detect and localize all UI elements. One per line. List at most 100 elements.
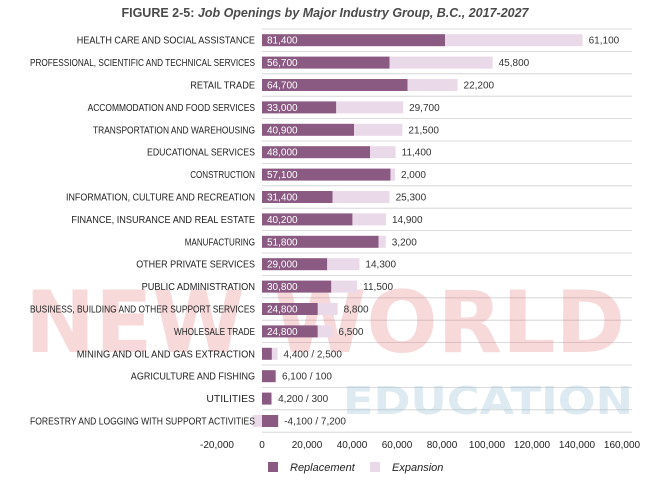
expansion-bar xyxy=(271,392,273,405)
expansion-value-label: 11,500 xyxy=(363,282,393,293)
replacement-bar xyxy=(262,146,370,159)
x-axis-ticks: -20,000 0 20,000 40,000 60,000 80,000 100,000 1… xyxy=(200,440,640,451)
expansion-bar xyxy=(352,213,386,226)
x-tick-label: 0 xyxy=(259,440,265,451)
replacement-bar xyxy=(262,347,272,360)
replacement-bar xyxy=(262,101,337,114)
category-label: FINANCE, INSURANCE AND REAL ESTATE xyxy=(71,215,255,226)
x-tick-label: 140,000 xyxy=(559,440,596,451)
expansion-value-label: 29,700 xyxy=(409,103,440,114)
expansion-value-label: 2,000 xyxy=(401,170,426,181)
expansion-value-label: 61,100 xyxy=(589,36,620,47)
expansion-bar xyxy=(407,79,458,91)
expansion-value-label: 25,300 xyxy=(396,193,427,204)
replacement-value-label: 30,800 xyxy=(267,282,298,293)
expansion-bar xyxy=(317,303,338,315)
expansion-value-label: 21,500 xyxy=(408,125,439,136)
category-label: ACCOMMODATION AND FOOD SERVICES xyxy=(88,103,256,114)
x-tick-label: 160,000 xyxy=(604,440,641,451)
category-label: PROFESSIONAL, SCIENTIFIC AND TECHNICAL S… xyxy=(30,58,255,69)
replacement-bar xyxy=(262,79,408,91)
expansion-value-label: 14,300 xyxy=(365,260,396,271)
expansion-bar xyxy=(445,34,583,47)
expansion-bar xyxy=(370,146,396,159)
replacement-bar xyxy=(262,325,318,338)
expansion-bar xyxy=(354,123,403,136)
category-label: MINING AND OIL AND GAS EXTRACTION xyxy=(77,349,255,360)
x-tick-label: 100,000 xyxy=(469,440,506,451)
category-labels: HEALTH CARE AND SOCIAL ASSISTANCE PROFESS… xyxy=(30,36,255,428)
chart-title-prefix: FIGURE 2-5: xyxy=(121,6,198,20)
x-tick-label: -20,000 xyxy=(200,440,234,451)
category-label: CONSTRUCTION xyxy=(190,170,255,181)
replacement-bar xyxy=(262,56,390,69)
expansion-value-label: 14,900 xyxy=(392,215,423,226)
x-tick-label: 40,000 xyxy=(337,440,368,451)
category-label: FORESTRY AND LOGGING WITH SUPPORT ACTIVI… xyxy=(30,417,255,428)
legend-swatch-expansion xyxy=(370,462,380,472)
bars xyxy=(252,34,583,427)
category-label: MANUFACTURING xyxy=(185,237,255,248)
replacement-bar xyxy=(262,213,353,226)
replacement-value-label: 24,800 xyxy=(267,327,298,338)
category-label: UTILITIES xyxy=(206,394,255,405)
expansion-value-label: 45,800 xyxy=(499,58,530,69)
expansion-value-label: 4,400 / 2,500 xyxy=(284,349,343,360)
replacement-value-label: 31,400 xyxy=(267,193,298,204)
expansion-value-label: -4,100 / 7,200 xyxy=(284,417,346,428)
replacement-value-label: 51,800 xyxy=(267,237,298,248)
legend: Replacement Expansion xyxy=(268,462,443,474)
category-label: INFORMATION, CULTURE AND RECREATION xyxy=(66,193,255,204)
expansion-bar xyxy=(332,191,390,203)
replacement-bar xyxy=(262,168,391,181)
replacement-bar xyxy=(262,415,279,427)
replacement-bar xyxy=(262,392,272,405)
expansion-value-label: 6,500 xyxy=(338,327,363,338)
replacement-value-label: 24,800 xyxy=(267,305,298,316)
category-label: HEALTH CARE AND SOCIAL ASSISTANCE xyxy=(77,36,255,47)
legend-label-expansion: Expansion xyxy=(392,462,443,474)
replacement-bar xyxy=(262,258,328,271)
replacement-value-label: 48,000 xyxy=(267,148,298,159)
replacement-bar xyxy=(262,235,379,248)
expansion-bar xyxy=(275,370,277,383)
expansion-value-label: 8,800 xyxy=(344,305,369,316)
category-label: TRANSPORTATION AND WAREHOUSING xyxy=(93,125,255,136)
expansion-bar xyxy=(271,347,278,360)
legend-label-replacement: Replacement xyxy=(290,462,356,474)
category-label: WHOLESALE TRADE xyxy=(174,327,255,338)
value-labels: 81,400 61,100 56,700 45,800 64,700 22,200 33,0… xyxy=(267,36,620,428)
x-tick-label: 80,000 xyxy=(427,440,458,451)
replacement-bar xyxy=(262,123,355,136)
x-tick-label: 120,000 xyxy=(514,440,551,451)
replacement-bar xyxy=(262,303,318,315)
x-tick-label: 20,000 xyxy=(292,440,323,451)
replacement-bar xyxy=(262,34,446,47)
expansion-bar xyxy=(327,258,360,271)
category-label: OTHER PRIVATE SERVICES xyxy=(136,260,255,271)
category-label: BUSINESS, BUILDING AND OTHER SUPPORT SER… xyxy=(30,305,255,316)
replacement-bar xyxy=(262,191,333,203)
expansion-bar xyxy=(252,415,262,427)
replacement-value-label: 40,200 xyxy=(267,215,298,226)
chart-title: FIGURE 2-5: Job Openings by Major Indust… xyxy=(0,6,650,20)
gridlines xyxy=(262,28,632,433)
replacement-value-label: 29,000 xyxy=(267,260,298,271)
expansion-bar xyxy=(389,56,493,69)
replacement-bar xyxy=(262,280,332,293)
expansion-bar xyxy=(390,168,395,181)
x-tick-label: 60,000 xyxy=(382,440,413,451)
expansion-bar xyxy=(378,235,386,248)
expansion-value-label: 4,200 / 300 xyxy=(278,394,328,405)
watermark-line2: EDUCATION xyxy=(343,379,633,423)
replacement-value-label: 56,700 xyxy=(267,58,298,69)
replacement-value-label: 33,000 xyxy=(267,103,298,114)
expansion-value-label: 11,400 xyxy=(402,148,432,159)
replacement-value-label: 57,100 xyxy=(267,170,298,181)
category-label: RETAIL TRADE xyxy=(190,81,255,92)
expansion-bar xyxy=(331,280,358,293)
legend-swatch-replacement xyxy=(268,462,278,472)
expansion-bar xyxy=(317,325,333,338)
